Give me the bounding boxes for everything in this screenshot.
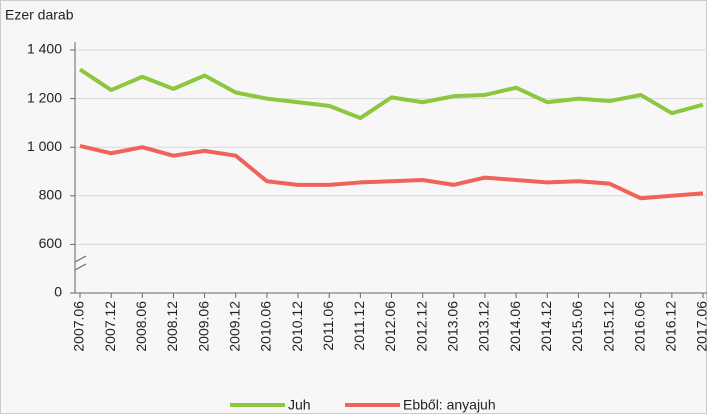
x-tick-label: 2007.12 [102,301,118,352]
x-tick-label: 2013.12 [476,301,492,352]
axis-break [74,263,87,271]
x-tick-label: 2008.06 [133,301,149,352]
x-tick-label: 2015.12 [600,301,616,352]
x-tick-label: 2015.06 [569,301,585,352]
x-tick-label: 2012.06 [382,301,398,352]
line [78,67,704,121]
x-tick-label: 2014.12 [538,301,554,352]
x-tick-label: 2013.06 [445,301,461,352]
x-tick-label: 2010.06 [258,301,274,352]
x-tick-label: 2016.06 [631,301,647,352]
y-tick-label: 600 [39,235,63,251]
x-tick-label: 2011.06 [320,301,336,351]
y-axis-label: Ezer darab [5,7,74,23]
x-tick-label: 2009.12 [226,301,242,352]
y-tick-label: 1 200 [27,89,62,105]
y-tick-label: 1 400 [27,41,62,57]
y-tick-label: 0 [54,284,62,300]
x-tick-label: 2008.12 [164,301,180,352]
x-tick-label: 2009.06 [195,301,211,352]
x-tick-label: 2010.12 [289,301,305,352]
y-tick-label: 800 [39,187,63,203]
legend-label: Ebből: anyajuh [403,397,496,413]
legend-label: Juh [288,397,311,413]
x-tick-label: 2017.06 [694,301,707,352]
x-tick-label: 2016.12 [663,301,679,352]
line [79,144,704,201]
x-tick-label: 2012.12 [413,301,429,352]
x-tick-label: 2011.12 [351,301,367,351]
y-tick-label: 1 000 [27,138,62,154]
x-tick-label: 2014.06 [507,301,523,352]
axis-break [74,255,87,263]
x-tick-label: 2007.06 [71,301,87,352]
